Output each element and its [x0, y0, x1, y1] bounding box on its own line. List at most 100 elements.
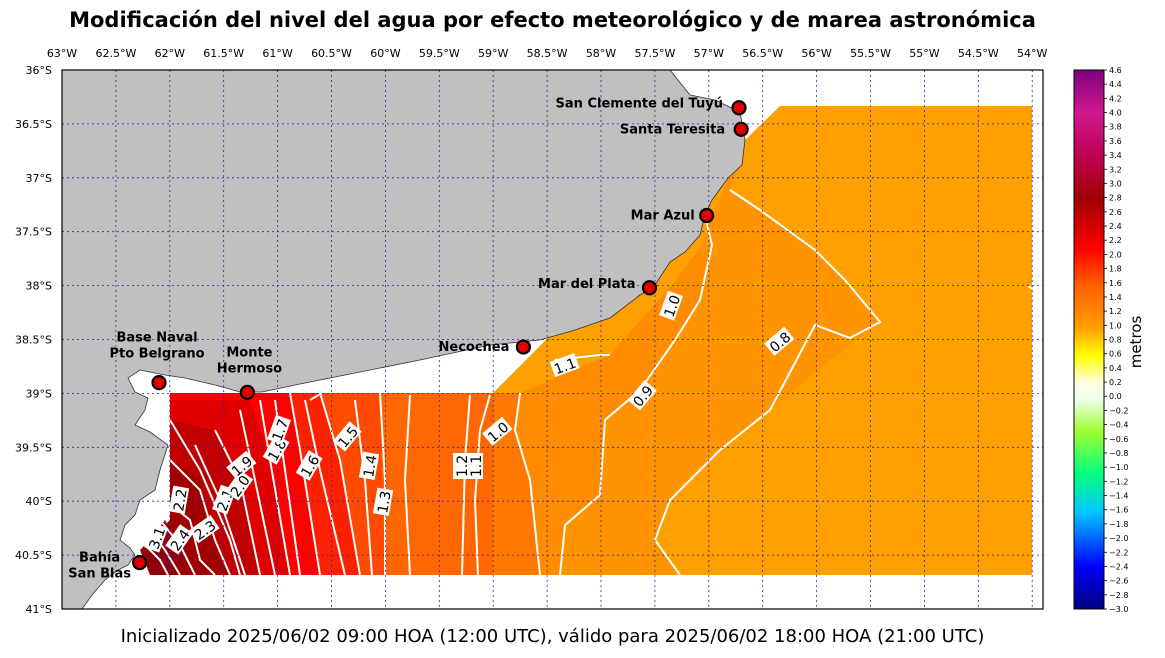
station-label: Monte [226, 345, 272, 360]
lat-tick-label: 37°S [26, 172, 52, 185]
latitude-ticks: 36°S 36.5°S 37°S 37.5°S 38°S 38.5°S 39°S 39.5°S… [15, 64, 52, 616]
contour-label-text: 1.7 [270, 417, 293, 443]
contour-label: 1.7 [267, 414, 293, 445]
station-marker[interactable] [699, 207, 715, 224]
colorbar-tick-label: −2.8 [1109, 591, 1128, 600]
station-label: San Clemente del Tuyú [556, 97, 723, 112]
lat-tick-label: 40°S [26, 495, 52, 508]
colorbar-tick-label: −0.2 [1109, 406, 1128, 415]
lat-tick-label: 41°S [26, 603, 52, 616]
station-label: Santa Teresita [620, 122, 725, 137]
contour-label-text: 1.1 [469, 455, 485, 477]
contour-label: 1.0 [659, 290, 685, 321]
contour-label-text: 1.0 [662, 293, 685, 319]
graticule [62, 70, 1043, 609]
contour-label-text: 1.1 [552, 356, 578, 379]
contour-label-bg [467, 453, 483, 479]
lon-tick-label: 55.5°W [850, 47, 891, 60]
contour-label-bg [627, 380, 657, 411]
lat-tick-label: 36.5°S [15, 118, 52, 131]
station-marker[interactable] [151, 375, 167, 391]
colorbar-tick-label: 3.4 [1109, 151, 1122, 160]
station-marker[interactable] [239, 384, 256, 400]
lon-tick-label: 60.5°W [311, 47, 352, 60]
contour-label-bg [764, 326, 795, 356]
colorbar [1073, 69, 1105, 610]
station-label: Pto Belgrano [109, 347, 204, 362]
lat-tick-label: 36°S [26, 64, 52, 77]
station-marker[interactable] [733, 121, 749, 137]
station-label: Hermoso [217, 361, 282, 376]
contour-label-bg [358, 451, 380, 481]
colorbar-tick-label: 1.4 [1109, 293, 1122, 302]
colorbar-tick-label: −1.6 [1109, 506, 1128, 515]
contour-label-bg [226, 450, 257, 480]
station-marker[interactable] [515, 339, 531, 355]
colorbar-tick-label: 0.4 [1109, 364, 1122, 373]
colorbar-tick-label: 2.8 [1109, 194, 1122, 203]
colorbar-tick-label: 4.6 [1109, 66, 1122, 75]
map-frame [61, 69, 1044, 610]
station-markers: San Clemente del Tuyú Santa Teresita Mar A… [68, 97, 749, 582]
colorbar-tick-label: 3.2 [1109, 165, 1122, 174]
lon-tick-label: 58°W [586, 47, 616, 60]
station-marker[interactable] [132, 555, 148, 571]
contour-label: 1.3 [372, 487, 395, 517]
colorbar-tick-label: 2.2 [1109, 236, 1122, 245]
colorbar-tick-label: 1.6 [1109, 279, 1122, 288]
contour-label-bg [144, 522, 169, 553]
colorbar-tick-label: 4.0 [1109, 109, 1122, 118]
contour-label: 3.1 [144, 522, 169, 553]
lat-tick-label: 40.5°S [15, 549, 52, 562]
station-marker[interactable] [731, 100, 747, 116]
colorbar-tick-label: 3.6 [1109, 137, 1122, 146]
contour-label-bg [332, 421, 362, 452]
station-label: Mar del Plata [538, 277, 636, 292]
colorbar-tick-label: −0.4 [1109, 421, 1128, 430]
field-1-0 [493, 248, 705, 575]
lon-tick-label: 57.5°W [634, 47, 675, 60]
lat-tick-label: 38.5°S [15, 334, 52, 347]
contour-label-bg [372, 487, 394, 517]
contour-label-bg [549, 353, 580, 378]
contour-label-bg [189, 515, 220, 544]
lon-tick-label: 54°W [1017, 47, 1047, 60]
colorbar-tick-label: 4.4 [1109, 80, 1122, 89]
colorbar-tick-label: −1.0 [1109, 463, 1128, 472]
contour-label: 1.1 [549, 353, 580, 379]
colorbar-tick-label: 3.8 [1109, 123, 1122, 132]
colorbar-tick-label: 3.0 [1109, 179, 1122, 188]
lon-tick-label: 59.5°W [419, 47, 460, 60]
colorbar-label: metros [1127, 315, 1145, 369]
lon-tick-label: 56°W [801, 47, 831, 60]
contour-label-bg [165, 524, 194, 555]
lon-tick-label: 58.5°W [527, 47, 568, 60]
lon-tick-label: 56.5°W [742, 47, 783, 60]
station-label: Base Naval [116, 331, 197, 346]
lon-tick-label: 63°W [47, 47, 77, 60]
contour-label-bg [482, 416, 513, 446]
contour-label-text: 1.4 [361, 454, 381, 479]
contour-label-bg [168, 485, 190, 515]
contour-label-bg [267, 414, 292, 445]
colorbar-tick-label: 0.2 [1109, 378, 1122, 387]
colorbar-tick-label: 0.0 [1109, 392, 1122, 401]
lon-tick-label: 55°W [909, 47, 939, 60]
contour-label-text: 1.3 [375, 490, 395, 515]
forecast-subtitle: Inicializado 2025/06/02 09:00 HOA (12:00… [120, 626, 985, 647]
station-label: Mar Azul [631, 209, 695, 224]
colorbar-tick-label: 0.8 [1109, 336, 1122, 345]
colorbar-tick-label: −2.6 [1109, 577, 1128, 586]
colorbar-tick-label: −3.0 [1109, 605, 1128, 614]
contour-label-text: 2.2 [171, 488, 191, 513]
contour-label: 2.2 [168, 485, 191, 515]
lat-tick-label: 38°S [26, 280, 52, 293]
lat-tick-label: 39.5°S [15, 441, 52, 454]
lon-tick-label: 62°W [155, 47, 185, 60]
colorbar-tick-label: 0.6 [1109, 350, 1122, 359]
station-label: Bahía [79, 551, 120, 566]
station-marker[interactable] [641, 280, 658, 296]
lon-tick-label: 59°W [478, 47, 508, 60]
colorbar-tick-label: 1.8 [1109, 265, 1122, 274]
